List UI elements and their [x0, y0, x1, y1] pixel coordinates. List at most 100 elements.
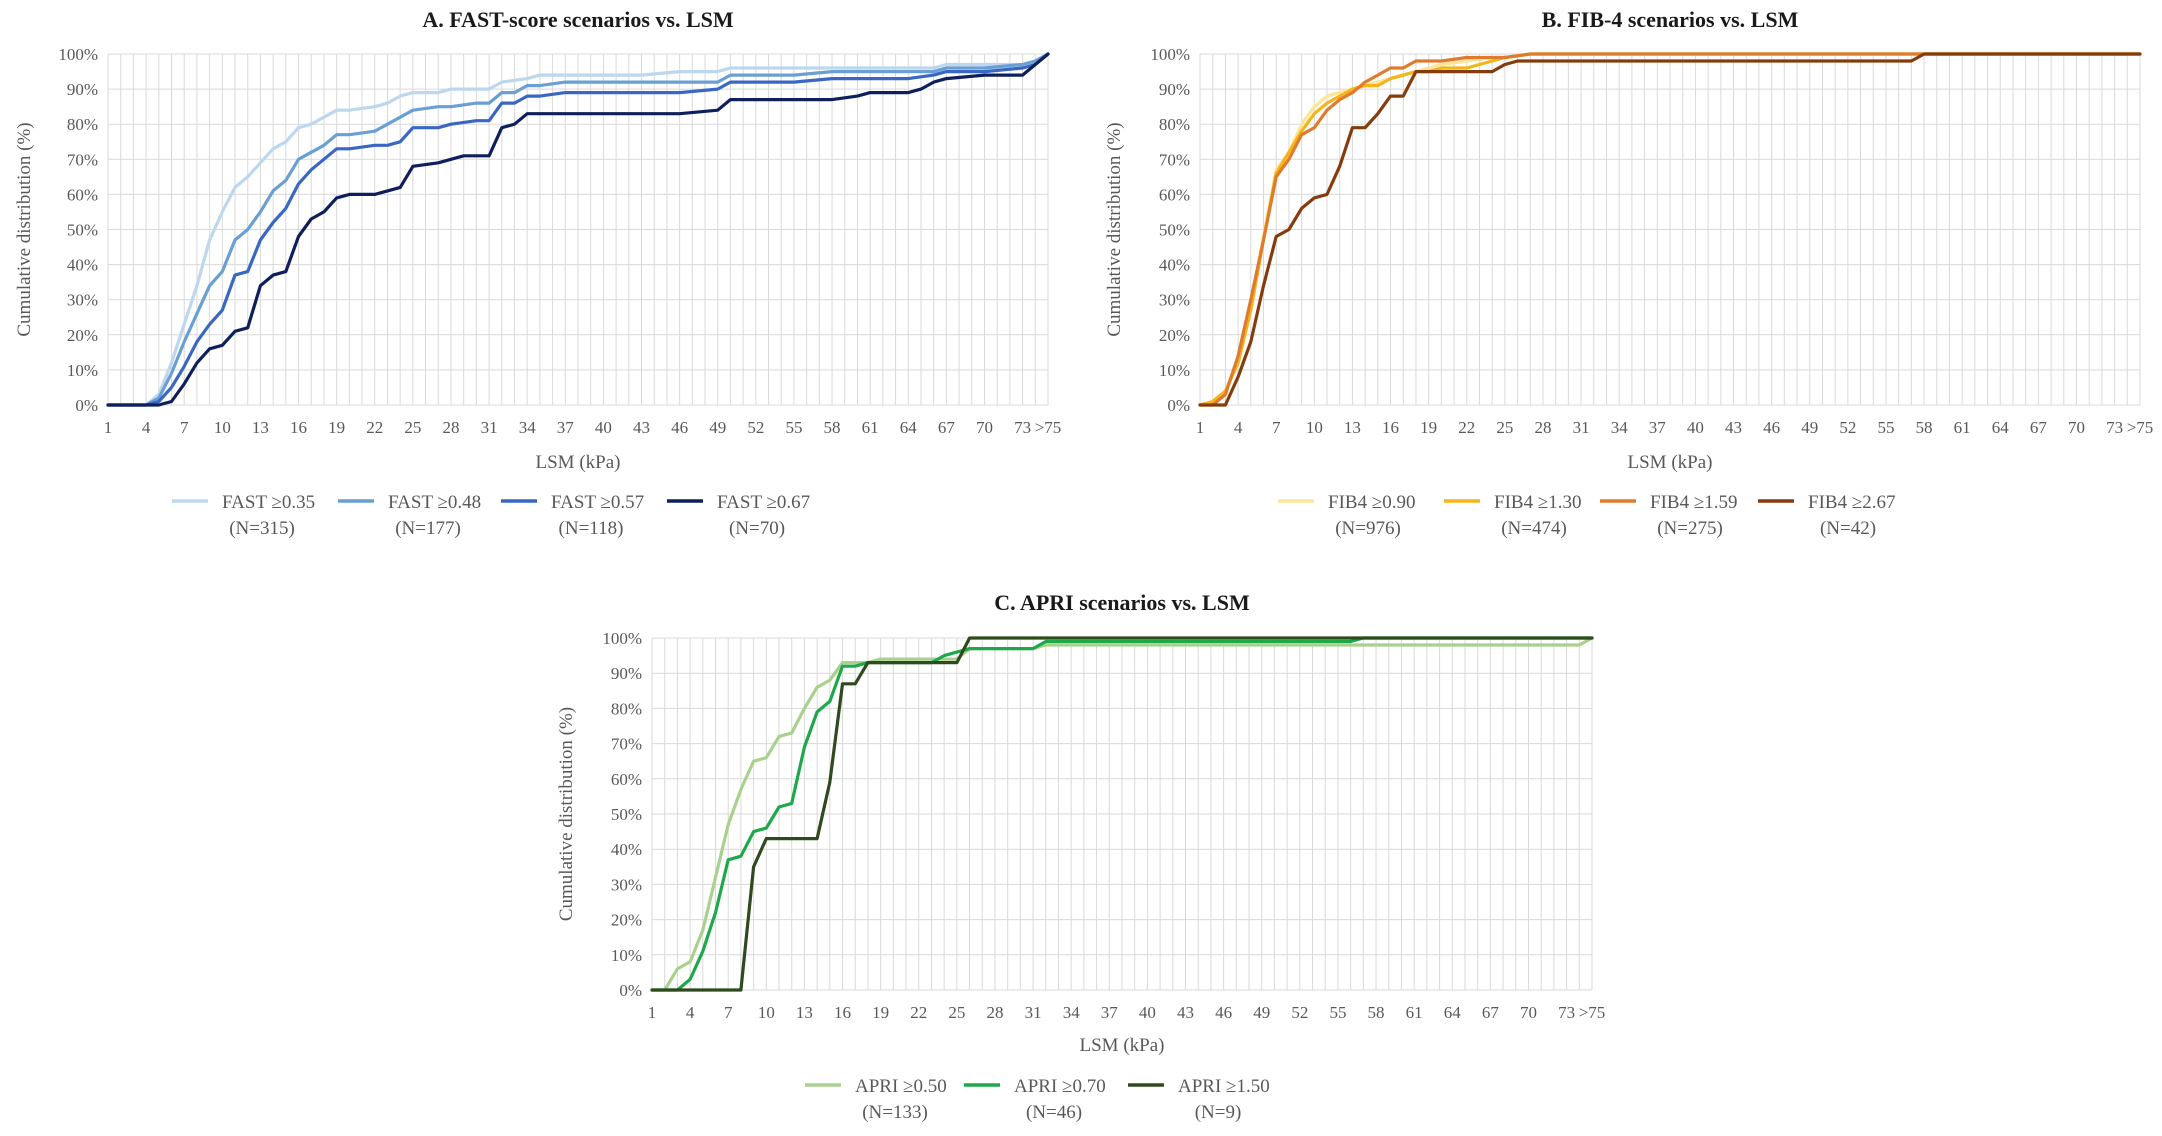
y-tick-label: 10%: [67, 361, 98, 380]
y-tick-label: 30%: [67, 291, 98, 310]
x-tick-label: 22: [1458, 418, 1475, 437]
x-tick-label: 4: [142, 418, 151, 437]
legend-item-3: APRI ≥1.50 (N=9): [1128, 1076, 1270, 1123]
legend-item-4: FIB4 ≥2.67 (N=42): [1758, 492, 1896, 539]
legend-label: FAST ≥0.48: [388, 492, 481, 513]
chart-fast-score: A. FAST-score scenarios vs. LSM 0% 10% 20% 3…: [14, 7, 1061, 539]
horizontal-gridlines: [108, 53, 1048, 406]
legend-item-1: FIB4 ≥0.90 (N=976): [1278, 492, 1416, 539]
x-tick-label: 49: [1253, 1003, 1270, 1022]
series-line-2: [1198, 52, 2142, 407]
legend-count: (N=315): [229, 518, 295, 539]
y-tick-label: 40%: [67, 256, 98, 275]
y-tick-label: 50%: [611, 805, 642, 824]
series-line-2: [650, 636, 1594, 992]
x-tick-label: 13: [252, 418, 269, 437]
x-tick-label: 40: [1687, 418, 1704, 437]
x-tick-label: 43: [1177, 1003, 1194, 1022]
x-tick-label: 70: [2068, 418, 2085, 437]
x-tick-label: 34: [1063, 1003, 1081, 1022]
x-tick-label: 19: [328, 418, 345, 437]
x-tick-label: 34: [519, 418, 537, 437]
x-tick-label: 64: [1992, 418, 2010, 437]
y-tick-label: 40%: [1159, 256, 1190, 275]
legend-item-1: APRI ≥0.50 (N=133): [805, 1076, 947, 1123]
series-line-4: [106, 52, 1050, 407]
legend-label: FIB4 ≥0.90: [1328, 492, 1416, 513]
legend-count: (N=177): [395, 518, 461, 539]
y-tick-label: 90%: [611, 664, 642, 683]
x-tick-label: 61: [862, 418, 879, 437]
x-tick-label: 64: [900, 418, 918, 437]
y-tick-label: 100%: [58, 45, 98, 64]
legend-item-4: FAST ≥0.67 (N=70): [667, 492, 810, 539]
x-tick-label: 13: [1344, 418, 1361, 437]
series-line-3: [1198, 52, 2142, 407]
x-tick-label: 67: [938, 418, 956, 437]
legend-label: FAST ≥0.57: [551, 492, 644, 513]
legend-count: (N=133): [862, 1102, 928, 1123]
x-tick-label: 73: [1558, 1003, 1575, 1022]
x-tick-label: 25: [404, 418, 421, 437]
y-tick-label: 60%: [611, 770, 642, 789]
x-tick-label: 67: [2030, 418, 2048, 437]
chart-title: C. APRI scenarios vs. LSM: [994, 590, 1250, 615]
x-tick-label: 70: [976, 418, 993, 437]
legend-count: (N=474): [1501, 518, 1567, 539]
x-tick-label: 55: [1329, 1003, 1346, 1022]
x-tick-label: 40: [595, 418, 612, 437]
x-tick-label: >75: [1035, 418, 1062, 437]
x-tick-label: 58: [1368, 1003, 1385, 1022]
legend-count: (N=70): [729, 518, 785, 539]
legend-label: APRI ≥0.50: [855, 1076, 947, 1097]
legend-label: FIB4 ≥1.59: [1650, 492, 1738, 513]
legend-count: (N=9): [1195, 1102, 1242, 1123]
chart-title: B. FIB-4 scenarios vs. LSM: [1542, 7, 1799, 32]
y-tick-label: 0%: [1167, 396, 1190, 415]
x-tick-label: >75: [2127, 418, 2154, 437]
series-line-1: [106, 52, 1050, 407]
x-tick-label: 28: [986, 1003, 1003, 1022]
x-tick-label: 37: [1101, 1003, 1119, 1022]
y-tick-label: 30%: [611, 875, 642, 894]
x-axis-label: LSM (kPa): [536, 452, 621, 473]
x-tick-label: 1: [104, 418, 113, 437]
y-tick-label: 20%: [1159, 326, 1190, 345]
legend-item-2: FAST ≥0.48 (N=177): [338, 492, 481, 539]
chart-apri: C. APRI scenarios vs. LSM 0% 10% 20% 30% 40% 5…: [556, 590, 1605, 1123]
x-tick-label: 25: [948, 1003, 965, 1022]
y-axis-label: Cumulative distribution (%): [1104, 122, 1125, 336]
horizontal-gridlines: [1200, 53, 2140, 406]
x-tick-label: 16: [290, 418, 307, 437]
legend-label: APRI ≥1.50: [1178, 1076, 1270, 1097]
legend-item-2: FIB4 ≥1.30 (N=474): [1444, 492, 1582, 539]
x-tick-label: 52: [747, 418, 764, 437]
y-axis-label: Cumulative distribution (%): [14, 122, 35, 336]
x-tick-label: 55: [1877, 418, 1894, 437]
legend-label: FIB4 ≥1.30: [1494, 492, 1582, 513]
x-tick-label: 49: [1801, 418, 1818, 437]
x-tick-label: 4: [1234, 418, 1243, 437]
x-tick-label: 52: [1839, 418, 1856, 437]
series-line-2: [106, 52, 1050, 407]
y-tick-label: 0%: [619, 981, 642, 1000]
x-tick-label: >75: [1579, 1003, 1606, 1022]
x-tick-label: 43: [1725, 418, 1742, 437]
y-tick-label: 20%: [611, 911, 642, 930]
legend-item-3: FIB4 ≥1.59 (N=275): [1600, 492, 1738, 539]
x-tick-label: 31: [481, 418, 498, 437]
y-tick-label: 30%: [1159, 291, 1190, 310]
series-line-1: [650, 636, 1594, 992]
y-tick-label: 20%: [67, 326, 98, 345]
legend-count: (N=118): [559, 518, 624, 539]
legend-count: (N=42): [1820, 518, 1876, 539]
x-tick-label: 16: [834, 1003, 851, 1022]
series-line-3: [106, 52, 1050, 407]
legend-label: FIB4 ≥2.67: [1808, 492, 1896, 513]
x-tick-label: 64: [1444, 1003, 1462, 1022]
x-tick-label: 19: [872, 1003, 889, 1022]
y-axis-label: Cumulative distribution (%): [556, 707, 577, 921]
x-tick-label: 55: [785, 418, 802, 437]
x-tick-label: 34: [1611, 418, 1629, 437]
